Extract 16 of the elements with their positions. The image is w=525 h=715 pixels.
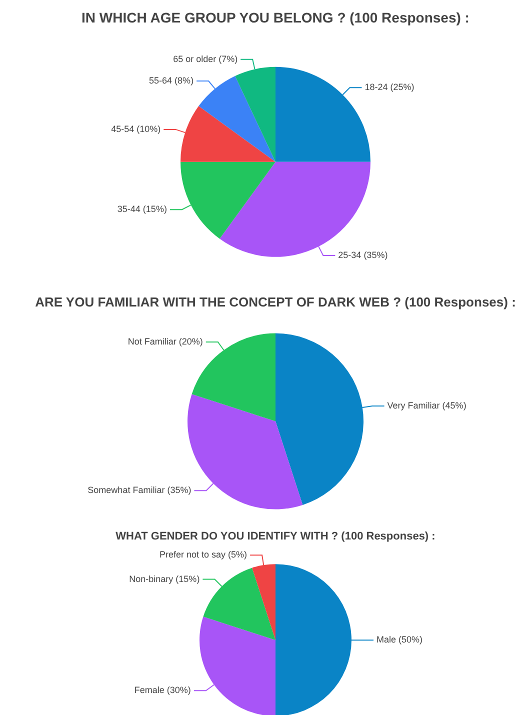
slice-label: 65 or older (7%) <box>173 54 238 64</box>
slice-label: Very Familiar (45%) <box>387 400 466 410</box>
slice-label: Not Familiar (20%) <box>128 336 203 346</box>
slice-label: 55-64 (8%) <box>149 75 194 86</box>
chart-title: WHAT GENDER DO YOU IDENTIFY WITH ? (100 Responses) : <box>116 530 436 543</box>
slice-label: 45-54 (10%) <box>111 124 161 134</box>
chart-title: IN WHICH AGE GROUP YOU BELONG ? (100 Responses) : <box>82 9 470 26</box>
slice-label: Female (30%) <box>134 685 191 696</box>
slice-label: Non-binary (15%) <box>129 574 200 584</box>
slice-label: Prefer not to say (5%) <box>160 550 248 560</box>
slice-label: 18-24 (25%) <box>364 82 414 92</box>
slice-label: Somewhat Familiar (35%) <box>88 485 192 496</box>
slice-label: 35-44 (15%) <box>117 204 167 214</box>
slice-label: Male (50%) <box>376 634 423 645</box>
slice-label: 25-34 (35%) <box>338 250 388 260</box>
chart-title: ARE YOU FAMILIAR WITH THE CONCEPT OF DARK WEB ? (100 Responses) : <box>35 294 516 310</box>
